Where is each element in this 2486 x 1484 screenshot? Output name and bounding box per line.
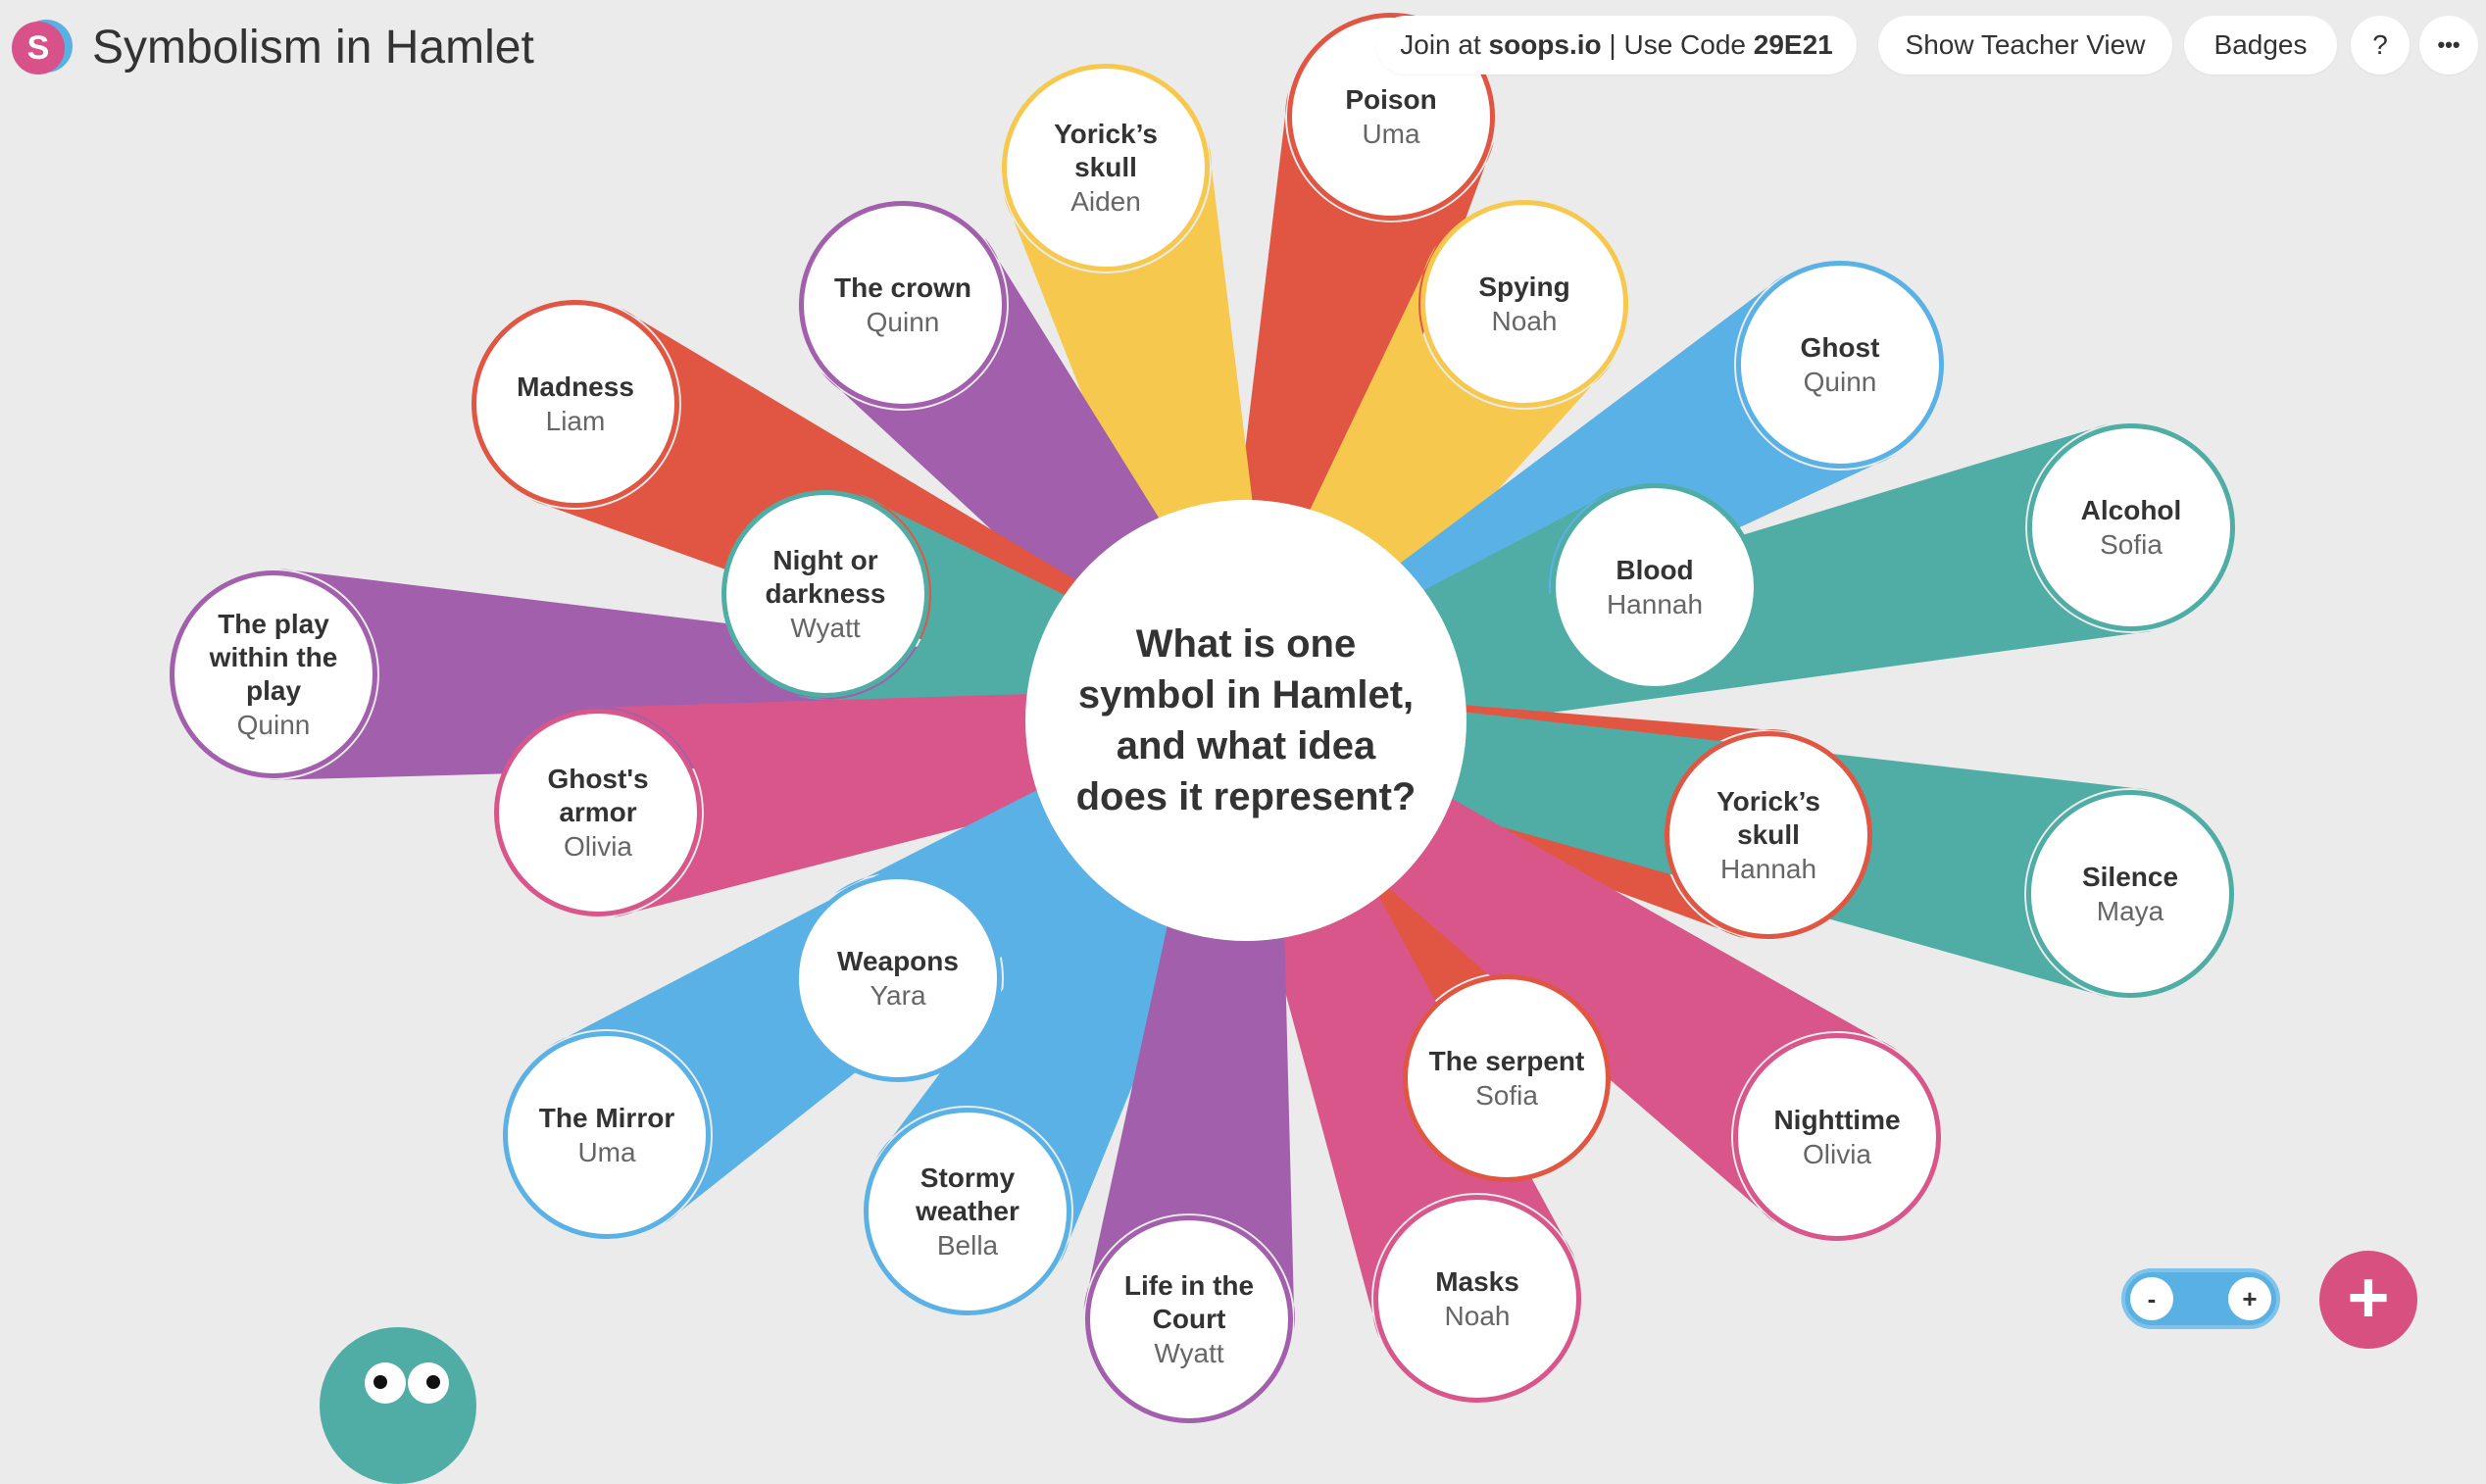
response-title: The crown [833,272,971,303]
zoom-out-button[interactable]: - [2130,1277,2173,1320]
response-bubble[interactable]: Silence Maya [2026,790,2234,998]
response-bubble[interactable]: Night or darkness Wyatt [721,490,929,698]
response-bubble[interactable]: Yorick’s skull Aiden [1002,64,1210,272]
response-bubble[interactable]: The serpent Sofia [1403,974,1611,1182]
response-title: The serpent [1428,1045,1585,1076]
response-title: Spying [1478,271,1570,302]
response-title: Yorick’s skull [1716,785,1820,850]
join-prefix: Join at [1400,29,1489,60]
logo-letter: S [12,22,65,74]
response-title: Silence [2081,861,2179,892]
response-bubble[interactable]: Madness Liam [472,300,679,508]
response-bubble[interactable]: Weapons Yara [794,874,1002,1082]
zoom-control: - + [2121,1268,2280,1329]
help-button[interactable]: ? [2351,16,2410,74]
response-title: Masks [1435,1265,1519,1297]
response-title: Night or darkness [765,544,886,609]
add-response-button[interactable]: + [2319,1251,2417,1349]
response-author: Olivia [1802,1138,1871,1169]
response-title: Nighttime [1773,1104,1901,1135]
mascot-right-eye [408,1362,449,1404]
header: S Symbolism in Hamlet [12,12,534,82]
response-author: Hannah [1719,853,1817,884]
response-author: Yara [870,979,926,1011]
response-title: The Mirror [538,1102,675,1133]
response-bubble[interactable]: Spying Noah [1420,200,1628,408]
response-author: Quinn [236,709,311,740]
response-bubble[interactable]: Alcohol Sofia [2027,423,2235,631]
response-title: Ghost's armor [547,763,649,827]
response-title: Stormy weather [916,1162,1019,1226]
response-bubble[interactable]: Masks Noah [1373,1195,1581,1403]
more-options-button[interactable]: ••• [2419,16,2478,74]
response-author: Sofia [2100,528,2163,560]
page-title: Symbolism in Hamlet [92,21,534,74]
join-separator: | Use Code [1601,29,1754,60]
response-title: Poison [1345,83,1437,115]
response-author: Bella [936,1229,999,1261]
response-bubble[interactable]: Yorick’s skull Hannah [1665,731,1872,939]
badges-button[interactable]: Badges [2184,16,2337,74]
response-bubble[interactable]: Ghost Quinn [1736,261,1944,469]
response-author: Noah [1444,1300,1511,1331]
join-info-pill[interactable]: Join at soops.io | Use Code 29E21 [1376,16,1857,74]
response-author: Maya [2096,895,2164,926]
response-bubble[interactable]: The play within the play Quinn [170,570,377,778]
mascot-left-eye [365,1362,406,1404]
response-author: Uma [1362,118,1420,149]
response-author: Wyatt [1154,1337,1224,1368]
join-code: 29E21 [1753,29,1833,60]
response-author: Noah [1491,305,1558,336]
response-bubble[interactable]: Blood Hannah [1551,483,1759,691]
response-author: Aiden [1070,185,1141,217]
response-title: Weapons [837,945,959,976]
response-bubble[interactable]: Ghost's armor Olivia [494,709,702,916]
response-author: Liam [545,405,606,436]
response-title: Blood [1616,554,1694,585]
response-bubble[interactable]: Life in the Court Wyatt [1085,1215,1293,1423]
response-author: Quinn [866,306,940,337]
response-title: Life in the Court [1123,1269,1255,1334]
join-site: soops.io [1488,29,1602,60]
response-bubble[interactable]: Stormy weather Bella [864,1108,1071,1315]
response-title: The play within the play [209,608,338,706]
prompt-bubble: What is one symbol in Hamlet, and what i… [1025,500,1467,941]
response-title: Madness [517,371,634,402]
response-title: Alcohol [2080,494,2182,525]
response-title: Ghost [1800,331,1880,363]
response-bubble[interactable]: The Mirror Uma [503,1031,711,1239]
response-bubble[interactable]: Nighttime Olivia [1733,1033,1941,1241]
mascot-avatar[interactable] [320,1327,476,1484]
response-author: Olivia [563,830,632,862]
mascot-right-pupil [426,1375,440,1389]
response-author: Sofia [1475,1079,1538,1111]
prompt-text: What is one symbol in Hamlet, and what i… [1075,622,1417,818]
response-author: Uma [577,1136,636,1167]
mascot-left-pupil [373,1375,387,1389]
response-title: Yorick’s skull [1054,118,1158,182]
response-author: Hannah [1606,588,1704,619]
zoom-in-button[interactable]: + [2228,1277,2271,1320]
response-author: Quinn [1803,366,1877,397]
app-logo[interactable]: S [12,18,73,76]
show-teacher-view-button[interactable]: Show Teacher View [1878,16,2172,74]
response-bubble[interactable]: The crown Quinn [799,201,1007,409]
response-author: Wyatt [790,612,861,643]
